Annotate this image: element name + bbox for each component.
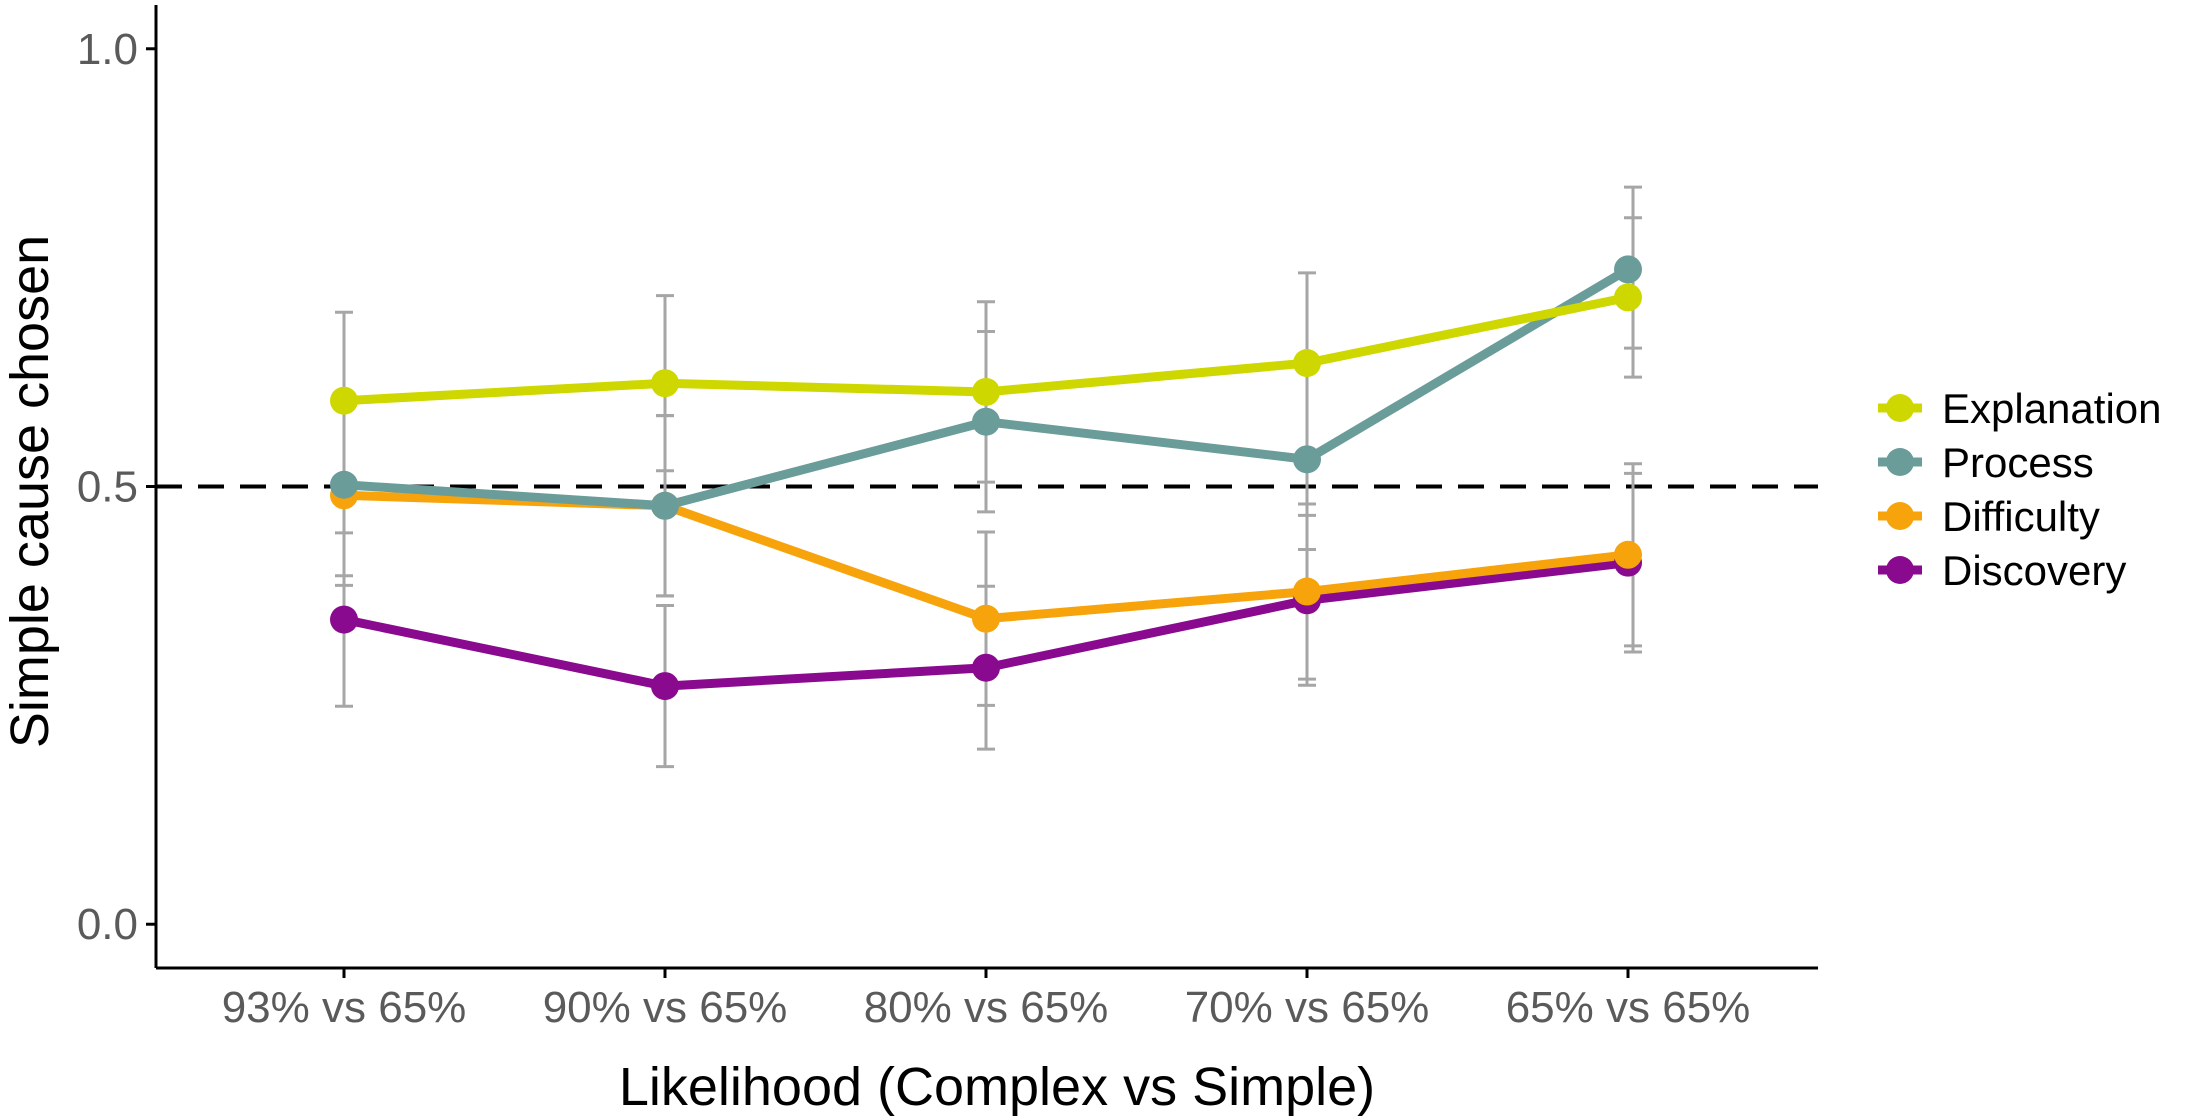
data-point-process: [972, 407, 1000, 436]
data-point-difficulty: [1614, 540, 1642, 569]
legend-item-discovery: Discovery: [1878, 547, 2126, 594]
y-tick-label: 0.5: [77, 463, 138, 512]
y-ticks: 0.0 0.5 1.0: [77, 25, 156, 949]
data-point-difficulty: [1293, 577, 1321, 606]
legend-item-difficulty: Difficulty: [1878, 493, 2100, 540]
legend-item-process: Process: [1878, 439, 2094, 486]
x-tick-label: 65% vs 65%: [1506, 983, 1751, 1032]
series-points: [330, 255, 1642, 701]
legend: Explanation Process Difficulty Discovery: [1878, 385, 2162, 594]
legend-key-point: [1886, 448, 1914, 476]
data-point-explanation: [330, 386, 358, 415]
data-point-discovery: [330, 605, 358, 634]
legend-key-point: [1886, 556, 1914, 584]
data-point-explanation: [651, 369, 679, 398]
data-point-discovery: [651, 672, 679, 701]
data-point-process: [1614, 255, 1642, 284]
data-point-discovery: [972, 653, 1000, 682]
data-point-difficulty: [972, 604, 1000, 633]
data-point-process: [1293, 445, 1321, 474]
data-point-explanation: [1293, 349, 1321, 378]
legend-label: Discovery: [1942, 547, 2126, 594]
x-tick-label: 93% vs 65%: [222, 983, 467, 1032]
x-axis-title: Likelihood (Complex vs Simple): [619, 1057, 1375, 1117]
legend-label: Difficulty: [1942, 493, 2100, 540]
data-point-process: [330, 470, 358, 499]
legend-key-point: [1886, 502, 1914, 530]
data-point-explanation: [972, 377, 1000, 406]
x-tick-label: 90% vs 65%: [543, 983, 788, 1032]
legend-label: Process: [1942, 439, 2094, 486]
legend-label: Explanation: [1942, 385, 2162, 432]
y-axis-title: Simple cause chosen: [0, 235, 60, 748]
x-tick-label: 80% vs 65%: [864, 983, 1109, 1032]
legend-item-explanation: Explanation: [1878, 385, 2162, 432]
data-point-process: [651, 491, 679, 520]
data-point-explanation: [1614, 283, 1642, 312]
y-tick-label: 1.0: [77, 25, 138, 74]
y-tick-label: 0.0: [77, 900, 138, 949]
x-tick-label: 70% vs 65%: [1185, 983, 1430, 1032]
x-ticks: 93% vs 65% 90% vs 65% 80% vs 65% 70% vs 65%…: [222, 968, 1751, 1032]
legend-key-point: [1886, 394, 1914, 422]
